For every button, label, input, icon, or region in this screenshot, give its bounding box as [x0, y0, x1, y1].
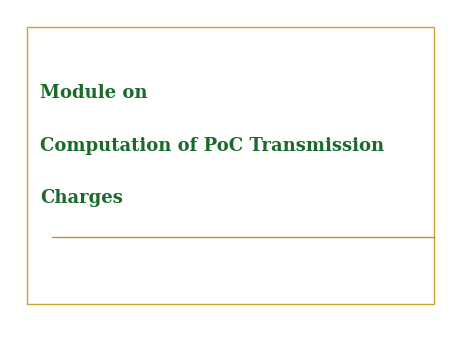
Text: Computation of PoC Transmission: Computation of PoC Transmission	[40, 137, 385, 155]
Text: Charges: Charges	[40, 189, 123, 207]
Bar	[27, 27, 434, 304]
Text: Module on: Module on	[40, 84, 148, 102]
